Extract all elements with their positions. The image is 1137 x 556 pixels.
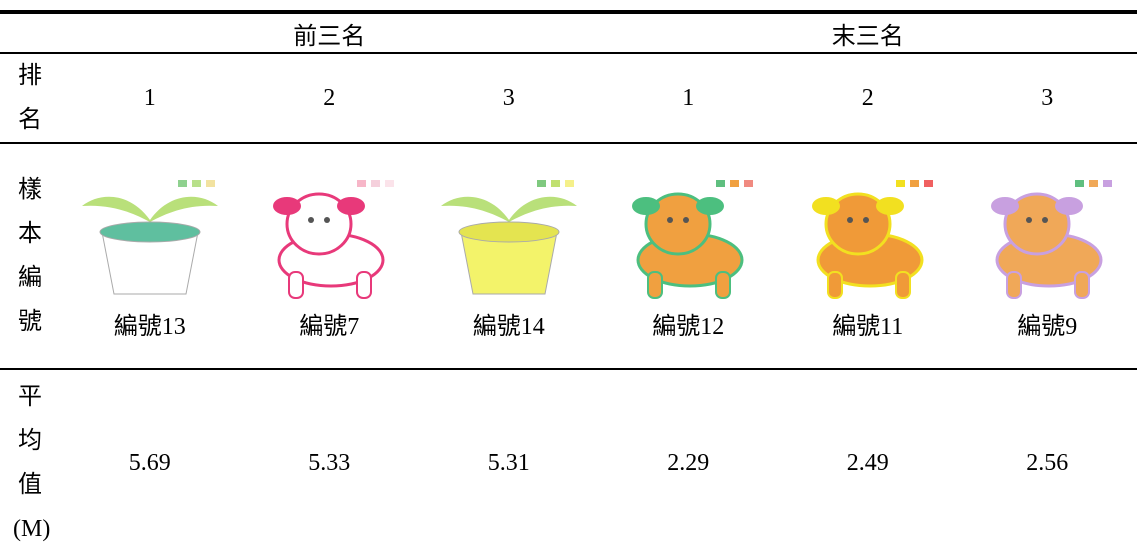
- color-swatch: [716, 180, 725, 187]
- rank-cell: 2: [778, 53, 958, 143]
- sample-id: 編號13: [60, 306, 240, 341]
- sample-id: 編號7: [240, 306, 420, 341]
- sample-image: [967, 172, 1127, 302]
- color-swatch: [744, 180, 753, 187]
- color-swatch: [537, 180, 546, 187]
- dog-leg: [896, 272, 910, 298]
- rank-cell: 3: [419, 53, 599, 143]
- color-swatch: [1075, 180, 1084, 187]
- row-label-cell: 平均值(M): [0, 369, 60, 556]
- sample-id: 編號12: [599, 306, 779, 341]
- color-swatch: [730, 180, 739, 187]
- pot-rim: [459, 222, 559, 242]
- row-label: 樣本編號: [13, 168, 47, 344]
- dog-eye: [1042, 217, 1048, 223]
- color-swatch: [551, 180, 560, 187]
- leaf: [441, 196, 509, 221]
- pot-rim: [100, 222, 200, 242]
- dog-eye: [863, 217, 869, 223]
- dog-leg: [716, 272, 730, 298]
- color-swatch: [896, 180, 905, 187]
- sample-id: 編號14: [419, 306, 599, 341]
- row-label: 平均值(M): [13, 375, 47, 551]
- sample-image: [788, 172, 948, 302]
- color-swatch: [206, 180, 215, 187]
- dog-ear: [273, 197, 301, 215]
- dog-ear: [991, 197, 1019, 215]
- dog-leg: [357, 272, 371, 298]
- color-swatch: [385, 180, 394, 187]
- sample-image: [249, 172, 409, 302]
- dog-leg: [1075, 272, 1089, 298]
- dog-eye: [324, 217, 330, 223]
- sample-cell: 編號13: [60, 143, 240, 369]
- row-label-cell: 樣本編號: [0, 143, 60, 369]
- dog-leg: [648, 272, 662, 298]
- sample-image: [608, 172, 768, 302]
- corner-cell: [0, 12, 60, 53]
- leaf: [509, 196, 577, 221]
- sample-cell: 編號12: [599, 143, 779, 369]
- dog-ear: [337, 197, 365, 215]
- dog-eye: [1026, 217, 1032, 223]
- dog-eye: [847, 217, 853, 223]
- mean-cell: 5.31: [419, 369, 599, 556]
- color-swatch: [178, 180, 187, 187]
- color-swatch: [910, 180, 919, 187]
- leaf: [150, 196, 218, 221]
- sample-cell: 編號11: [778, 143, 958, 369]
- sample-cell: 編號7: [240, 143, 420, 369]
- dog-leg: [828, 272, 842, 298]
- rank-cell: 1: [599, 53, 779, 143]
- dog-eye: [667, 217, 673, 223]
- mean-cell: 2.29: [599, 369, 779, 556]
- group-header: 前三名: [60, 12, 599, 53]
- sample-image: [429, 172, 589, 302]
- dog-ear: [876, 197, 904, 215]
- sample-id: 編號9: [958, 306, 1137, 341]
- color-swatch: [371, 180, 380, 187]
- row-label: 排名: [13, 54, 47, 142]
- dog-eye: [683, 217, 689, 223]
- dog-ear: [696, 197, 724, 215]
- sample-cell: 編號14: [419, 143, 599, 369]
- mean-cell: 5.69: [60, 369, 240, 556]
- color-swatch: [357, 180, 366, 187]
- dog-eye: [308, 217, 314, 223]
- sample-image: [70, 172, 230, 302]
- sample-cell: 編號9: [958, 143, 1137, 369]
- dog-leg: [1007, 272, 1021, 298]
- mean-cell: 2.49: [778, 369, 958, 556]
- mean-cell: 5.33: [240, 369, 420, 556]
- group-header: 末三名: [599, 12, 1137, 53]
- rank-cell: 2: [240, 53, 420, 143]
- dog-leg: [289, 272, 303, 298]
- dog-ear: [812, 197, 840, 215]
- sample-id: 編號11: [778, 306, 958, 341]
- dog-ear: [632, 197, 660, 215]
- dog-ear: [1055, 197, 1083, 215]
- row-label-cell: 排名: [0, 53, 60, 143]
- leaf: [82, 196, 150, 221]
- color-swatch: [192, 180, 201, 187]
- mean-cell: 2.56: [958, 369, 1137, 556]
- rank-cell: 1: [60, 53, 240, 143]
- header-row: 前三名 末三名: [0, 12, 1137, 53]
- color-swatch: [1089, 180, 1098, 187]
- color-swatch: [1103, 180, 1112, 187]
- color-swatch: [565, 180, 574, 187]
- rank-cell: 3: [958, 53, 1137, 143]
- color-swatch: [924, 180, 933, 187]
